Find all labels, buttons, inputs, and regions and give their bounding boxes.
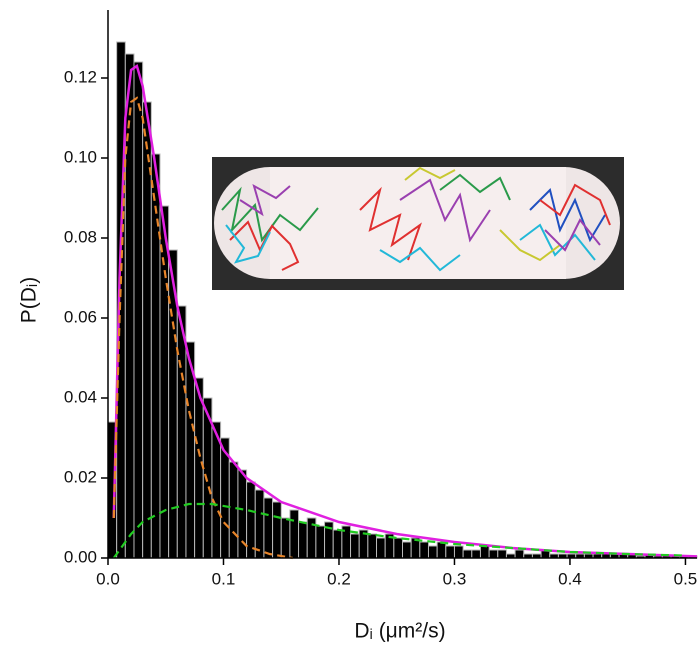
y-tick-label: 0.00: [64, 547, 97, 566]
histogram-bar: [228, 461, 239, 559]
histogram-bar: [479, 545, 490, 559]
histogram-bar: [402, 541, 412, 559]
fit-curve: [112, 502, 686, 559]
y-tick-label: 0.06: [64, 307, 97, 326]
histogram-bar: [471, 549, 481, 559]
histogram-bar: [263, 497, 274, 559]
fit-curve: [112, 96, 293, 560]
histogram-bar: [159, 205, 170, 559]
histogram-bar: [462, 549, 473, 559]
y-tick-label: 0.08: [64, 227, 97, 246]
histogram-bar: [254, 489, 265, 559]
histogram-bar: [289, 509, 300, 559]
histogram-bar: [427, 545, 438, 559]
fit-curve: [112, 63, 698, 558]
histogram-bar: [445, 545, 455, 559]
inset-image: [212, 157, 624, 290]
x-tick-label: 0.3: [443, 569, 467, 588]
histogram-bar: [488, 549, 499, 559]
y-tick-label: 0.12: [64, 67, 97, 86]
histogram-bar: [453, 545, 464, 559]
x-tick-label: 0.1: [212, 569, 236, 588]
histogram-bar: [436, 541, 447, 559]
histogram-bar: [393, 537, 403, 559]
histogram-bar: [272, 501, 282, 559]
y-tick-label: 0.04: [64, 387, 97, 406]
y-axis-label: P(Dᵢ): [18, 277, 41, 323]
histogram-bar: [133, 61, 144, 559]
histogram-bar: [315, 525, 326, 559]
x-tick-label: 0.4: [558, 569, 582, 588]
histogram-bar: [150, 153, 161, 559]
histogram-bar: [280, 517, 291, 559]
histogram-bar: [367, 533, 378, 559]
x-tick-label: 0.5: [674, 569, 698, 588]
histogram-bar: [350, 533, 360, 559]
histogram-bar: [246, 481, 256, 559]
histogram-bar: [419, 541, 429, 559]
histogram-bar: [194, 377, 204, 559]
x-tick-label: 0.0: [96, 569, 120, 588]
x-axis-label: Dᵢ (μm²/s): [354, 620, 445, 643]
histogram-bar: [298, 521, 308, 559]
histogram-bar: [514, 549, 525, 559]
histogram-bar: [497, 549, 507, 559]
y-tick-label: 0.10: [64, 147, 97, 166]
y-tick-label: 0.02: [64, 467, 97, 486]
histogram-bar: [332, 529, 343, 559]
histogram-bar: [376, 537, 386, 559]
x-tick-label: 0.2: [327, 569, 351, 588]
histogram-bar: [124, 53, 135, 559]
